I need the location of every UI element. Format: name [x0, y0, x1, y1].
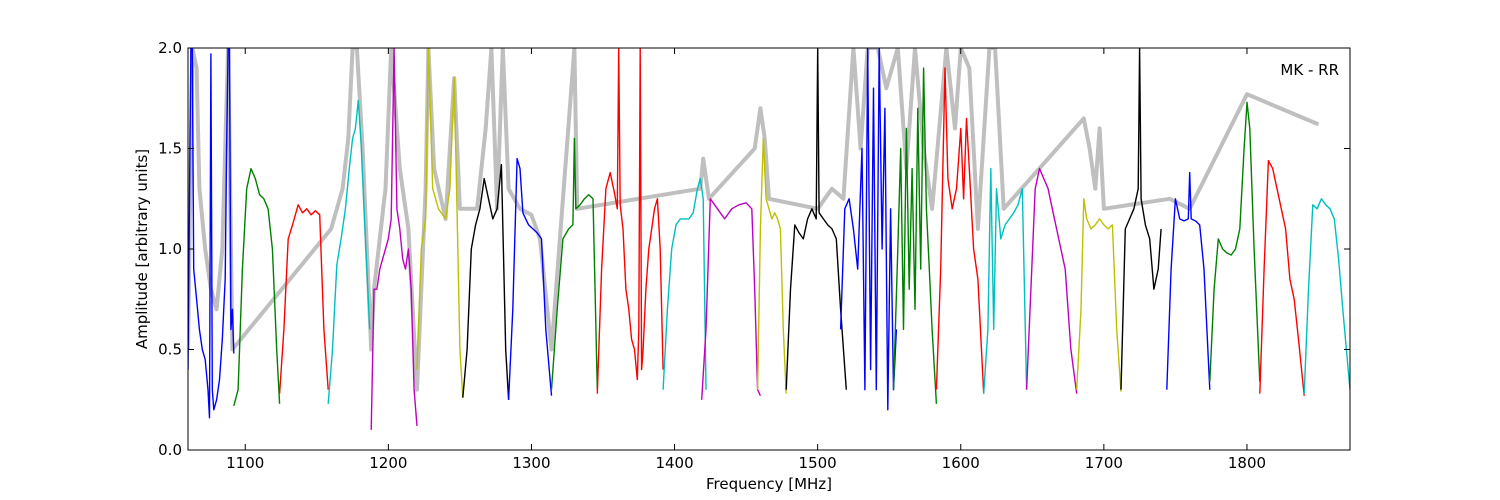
- series-line-17: [935, 67, 985, 394]
- series-line-7: [462, 163, 510, 400]
- series-line-5: [370, 48, 418, 430]
- y-tick-label: 0.0: [158, 441, 182, 459]
- x-tick-label: 1400: [655, 454, 693, 472]
- series-line-10: [596, 48, 664, 394]
- series-layer: [188, 48, 1350, 430]
- x-tick-label: 1600: [942, 454, 980, 472]
- series-line-24: [1259, 159, 1305, 396]
- x-tick-label: 1500: [799, 454, 837, 472]
- series-line-25: [1303, 198, 1350, 394]
- series-line-15: [839, 48, 898, 411]
- x-tick-label: 1300: [512, 454, 550, 472]
- y-tick-label: 0.5: [158, 341, 182, 359]
- series-line-13: [756, 137, 787, 394]
- series-line-11: [662, 177, 707, 390]
- series-line-9: [550, 137, 598, 390]
- reference-trace-layer: [188, 48, 1320, 392]
- x-tick-label: 1200: [369, 454, 407, 472]
- series-line-12: [701, 198, 762, 400]
- series-line-2: [233, 167, 281, 406]
- series-line-3: [278, 204, 329, 394]
- reference-trace: [188, 48, 1320, 392]
- axis-ticks: 1100 1200 1300 1400 1500 1600 1700 1800 0.0 0.5 1.…: [158, 39, 1350, 472]
- series-line-4: [327, 99, 371, 404]
- y-tick-label: 1.0: [158, 240, 182, 258]
- x-tick-label: 1700: [1085, 454, 1123, 472]
- y-tick-label: 1.5: [158, 140, 182, 158]
- series-line-21: [1120, 48, 1162, 390]
- series-line-14: [785, 48, 847, 390]
- series-line-22: [1166, 171, 1211, 390]
- panel-annotation: MK - RR: [1280, 61, 1339, 79]
- series-line-18: [983, 167, 1028, 394]
- y-axis-label: Amplitude [arbitrary units]: [133, 149, 151, 349]
- series-line-19: [1025, 167, 1078, 394]
- series-line-1: [188, 48, 235, 419]
- series-line-8: [507, 157, 553, 400]
- series-line-16: [892, 67, 938, 404]
- series-line-23: [1209, 101, 1261, 382]
- x-axis-label: Frequency [MHz]: [706, 475, 832, 493]
- y-tick-label: 2.0: [158, 39, 182, 57]
- x-tick-label: 1100: [226, 454, 264, 472]
- series-line-20: [1076, 198, 1122, 392]
- series-line-6: [416, 48, 464, 398]
- x-tick-label: 1800: [1228, 454, 1266, 472]
